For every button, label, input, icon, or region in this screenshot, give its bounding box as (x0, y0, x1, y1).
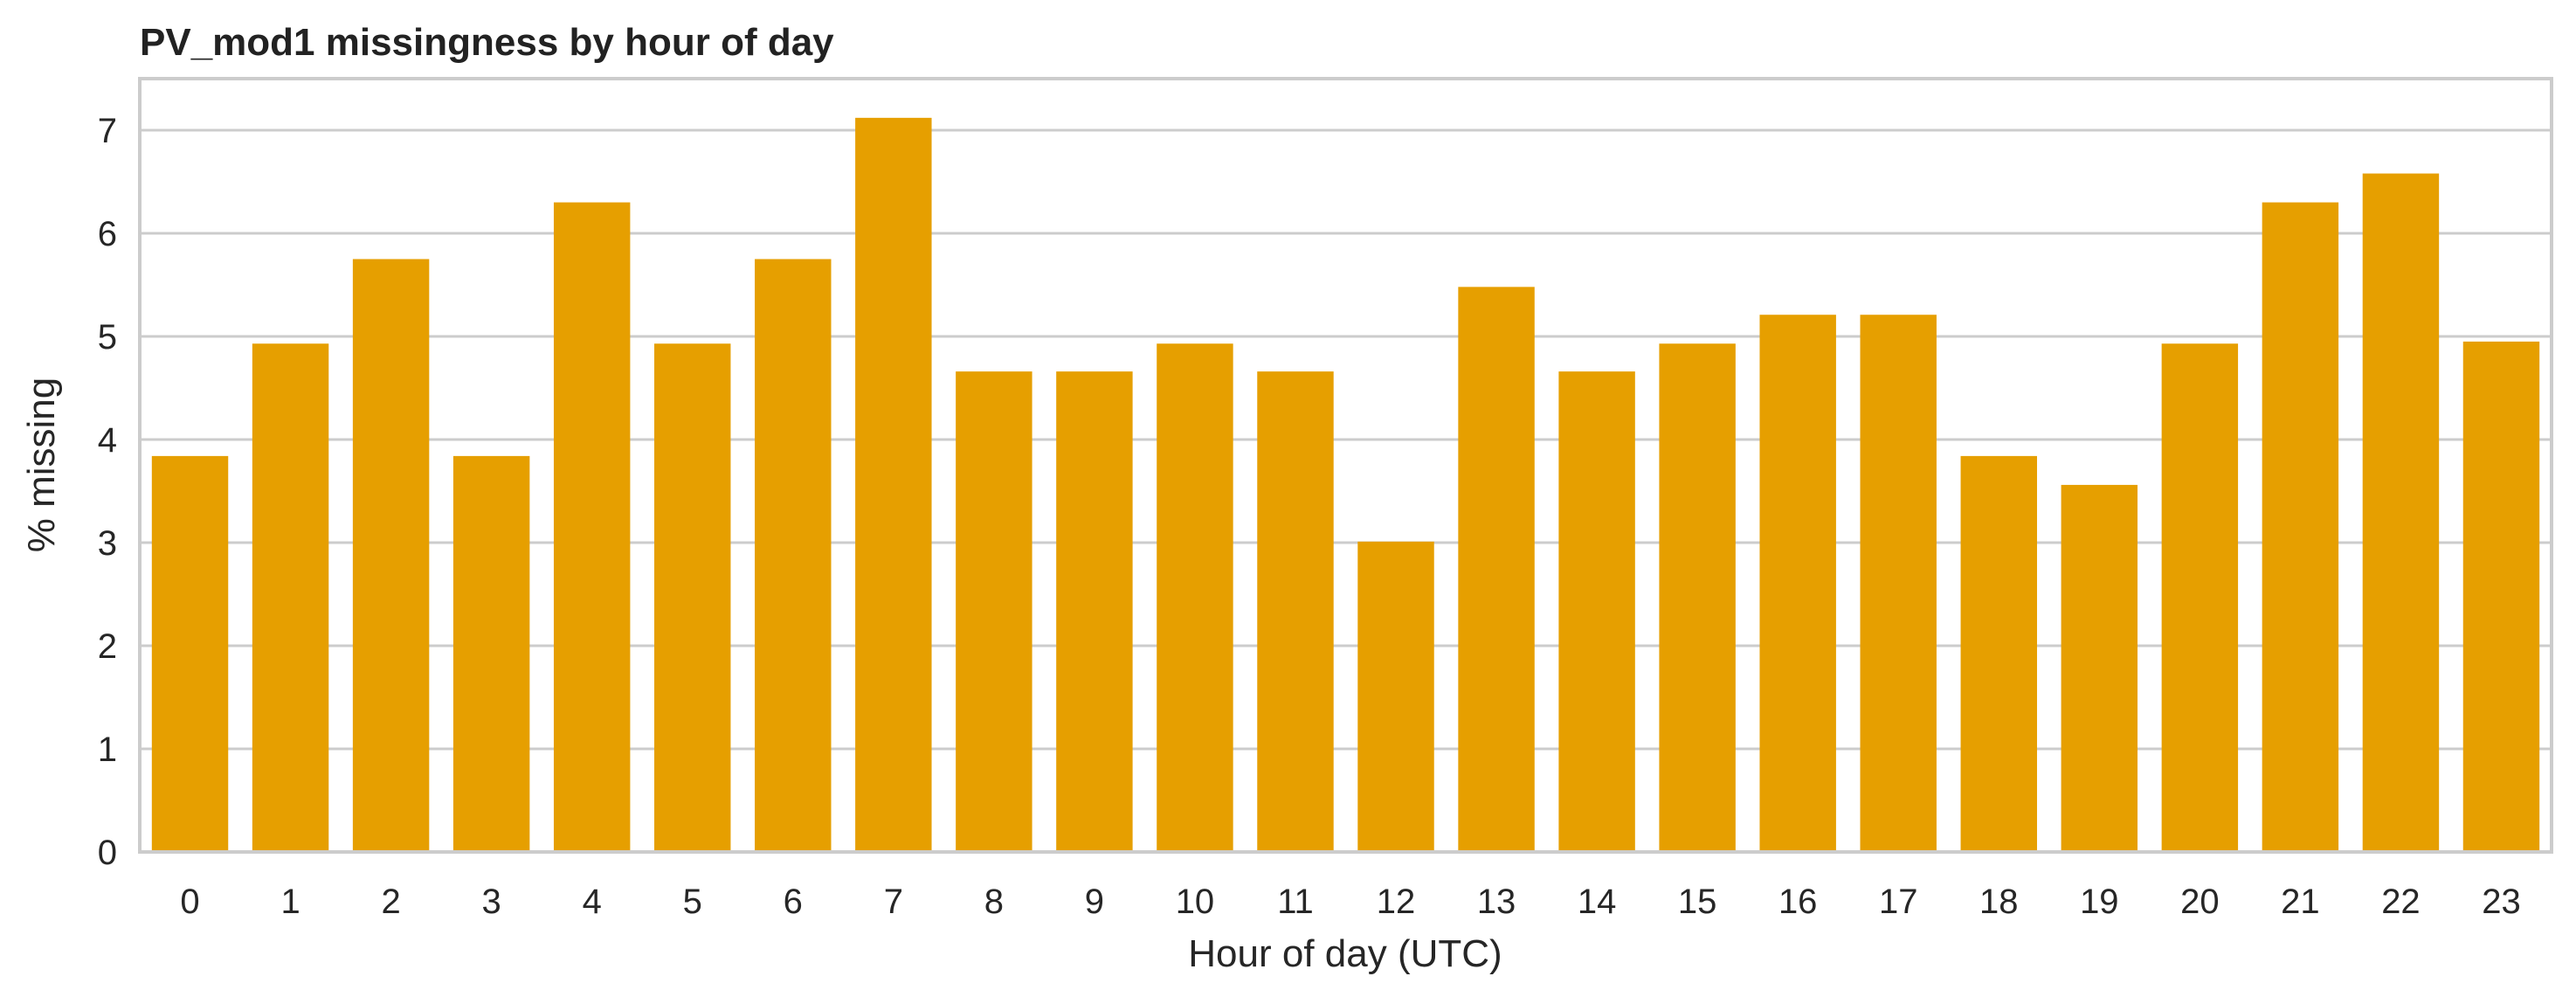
y-tick-label: 2 (98, 627, 117, 666)
bar-hour-12 (1357, 541, 1434, 852)
x-tick-label: 5 (683, 883, 702, 921)
bar-hour-6 (755, 259, 832, 852)
bar-hour-10 (1157, 343, 1233, 852)
bar-hour-23 (2462, 341, 2540, 852)
x-tick-label: 12 (1377, 883, 1416, 921)
x-tick-label: 13 (1477, 883, 1516, 921)
x-tick-label: 14 (1578, 883, 1617, 921)
y-tick-label: 3 (98, 524, 117, 563)
bar-hour-2 (352, 259, 430, 852)
bar-hour-15 (1659, 343, 1736, 852)
x-tick-label: 0 (180, 883, 199, 921)
bar-hour-4 (553, 202, 631, 853)
x-tick-label: 20 (2180, 883, 2220, 921)
x-tick-label: 17 (1879, 883, 1918, 921)
y-tick-label: 4 (98, 421, 117, 460)
y-tick-label: 5 (98, 318, 117, 357)
y-tick-label: 7 (98, 112, 117, 150)
bar-hour-11 (1257, 371, 1334, 852)
bar-hour-18 (1960, 455, 2037, 852)
bar-hour-0 (151, 455, 229, 852)
x-tick-label: 21 (2281, 883, 2320, 921)
bar-hour-13 (1458, 287, 1535, 852)
x-tick-label: 18 (1979, 883, 2019, 921)
x-tick-label: 23 (2482, 883, 2521, 921)
bar-hour-7 (855, 117, 932, 853)
bar-hour-17 (1860, 315, 1937, 853)
y-axis-label: % missing (20, 377, 63, 553)
x-tick-label: 15 (1678, 883, 1717, 921)
x-tick-label: 1 (280, 883, 300, 921)
plot-frame (138, 77, 2553, 854)
bar-hour-21 (2262, 202, 2339, 853)
x-tick-label: 4 (583, 883, 602, 921)
x-tick-label: 6 (784, 883, 803, 921)
gridlines (140, 128, 2552, 854)
bar-hour-22 (2362, 173, 2440, 852)
x-tick-label: 11 (1277, 883, 1314, 921)
y-tick-label: 1 (98, 730, 117, 769)
x-tick-label: 16 (1778, 883, 1818, 921)
x-axis-label: Hour of day (UTC) (1188, 932, 1502, 975)
x-tick-label: 8 (984, 883, 1004, 921)
bars (151, 117, 2540, 853)
x-tick-label: 2 (381, 883, 400, 921)
x-tick-label: 9 (1085, 883, 1104, 921)
chart-title: PV_mod1 missingness by hour of day (140, 21, 834, 64)
bar-hour-19 (2061, 484, 2138, 852)
bar-hour-1 (252, 343, 329, 852)
bar-hour-8 (956, 371, 1032, 852)
y-tick-label: 6 (98, 215, 117, 253)
x-tick-label: 19 (2080, 883, 2119, 921)
x-tick-label: 22 (2381, 883, 2421, 921)
x-tick-labels: 0 1 2 3 4 5 6 7 8 9 10 11 12 13 14 15 16 17 18 19 20 21 22 23 (180, 883, 2520, 921)
bar-hour-14 (1558, 371, 1635, 852)
x-tick-label: 3 (482, 883, 501, 921)
bar-hour-16 (1759, 315, 1836, 853)
y-tick-labels: 0 1 2 3 4 5 6 7 (98, 112, 117, 872)
bar-hour-20 (2161, 343, 2239, 852)
x-tick-label: 10 (1176, 883, 1215, 921)
x-tick-label: 7 (884, 883, 903, 921)
y-tick-label: 0 (98, 834, 117, 872)
bar-hour-3 (452, 455, 530, 852)
bar-hour-5 (654, 343, 731, 852)
bar-hour-9 (1056, 371, 1133, 852)
